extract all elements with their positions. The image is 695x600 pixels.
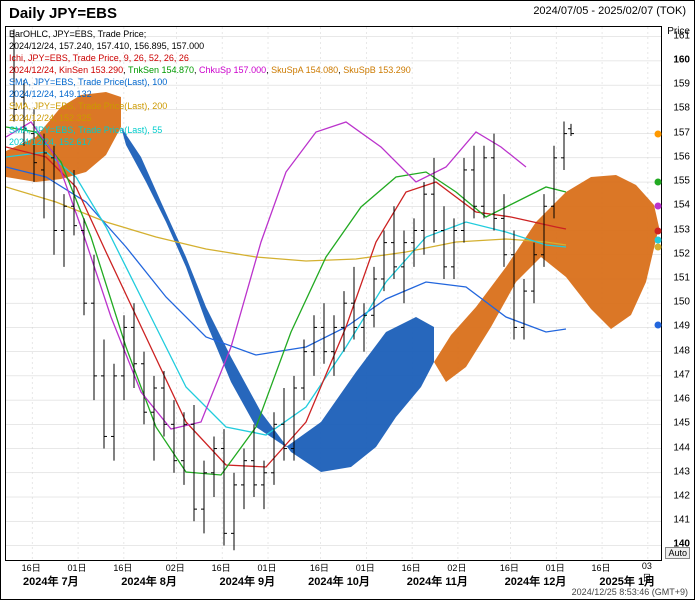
- footer-timestamp: 2024/12/25 8:53:46 (GMT+9): [572, 587, 688, 597]
- y-tick: 142: [673, 491, 690, 502]
- date-range: 2024/07/05 - 2025/02/07 (TOK): [533, 5, 686, 17]
- x-tick-month: 2024年 9月: [220, 573, 276, 589]
- value-marker: [655, 179, 662, 186]
- value-marker: [655, 237, 662, 244]
- x-tick-month: 2024年 12月: [505, 573, 567, 589]
- value-marker: [655, 203, 662, 210]
- y-tick: 150: [673, 297, 690, 308]
- value-marker: [655, 321, 662, 328]
- chart-svg: [6, 27, 661, 560]
- y-tick: 145: [673, 418, 690, 429]
- y-tick: 151: [673, 272, 690, 283]
- y-tick: 143: [673, 466, 690, 477]
- y-tick: 152: [673, 248, 690, 259]
- value-marker: [655, 130, 662, 137]
- y-tick: 144: [673, 442, 690, 453]
- y-tick: 160: [673, 54, 690, 65]
- y-tick: 157: [673, 127, 690, 138]
- y-axis: Price Auto 14014114214314414514614714814…: [660, 26, 694, 559]
- x-tick-month: 2024年 11月: [407, 573, 468, 589]
- y-tick: 155: [673, 176, 690, 187]
- x-axis: 16日01日16日02日16日01日16日01日16日02日16日01日16日0…: [5, 559, 660, 599]
- x-tick-month: 2024年 10月: [308, 573, 370, 589]
- x-tick-month: 2024年 7月: [23, 573, 79, 589]
- x-tick-month: 2024年 8月: [121, 573, 177, 589]
- plot-area[interactable]: [5, 26, 662, 561]
- chart-container: Daily JPY=EBS 2024/07/05 - 2025/02/07 (T…: [0, 0, 695, 600]
- y-tick: 147: [673, 369, 690, 380]
- y-tick: 140: [673, 539, 690, 550]
- y-tick: 159: [673, 79, 690, 90]
- y-tick: 156: [673, 151, 690, 162]
- y-tick: 149: [673, 321, 690, 332]
- y-tick: 158: [673, 103, 690, 114]
- y-tick: 146: [673, 394, 690, 405]
- chart-title: Daily JPY=EBS: [9, 5, 117, 22]
- value-marker: [655, 244, 662, 251]
- y-tick: 141: [673, 515, 690, 526]
- y-tick: 154: [673, 200, 690, 211]
- y-tick: 161: [673, 30, 690, 41]
- y-tick: 148: [673, 345, 690, 356]
- y-tick: 153: [673, 224, 690, 235]
- value-marker: [655, 227, 662, 234]
